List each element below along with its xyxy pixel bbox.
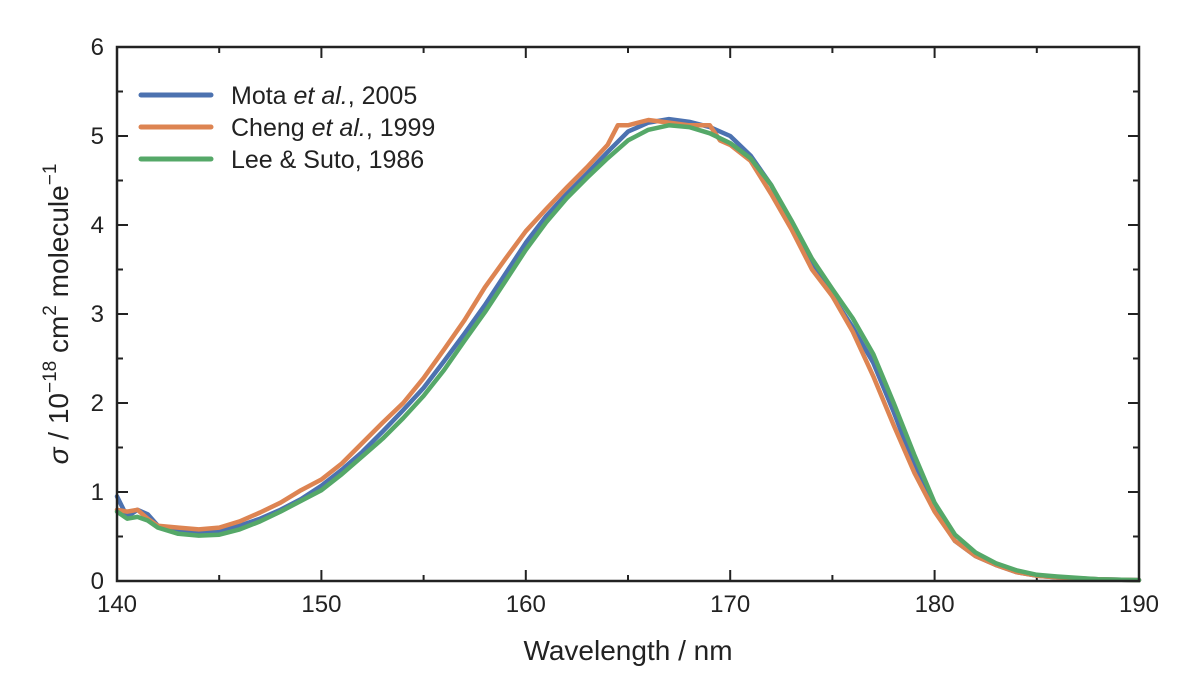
x-tick-label: 140 — [97, 591, 137, 618]
y-tick-label: 3 — [91, 301, 104, 328]
tick-labels: 140 150 160 170 180 190 0 1 2 3 4 5 6 — [91, 34, 1159, 618]
y-axis-unit-mid: cm — [43, 316, 74, 361]
y-axis-exp-3: −1 — [40, 164, 61, 186]
legend: Mota et al., 2005 Cheng et al., 1999 Lee &… — [138, 82, 435, 174]
legend-label-0: Mota et al., 2005 — [231, 82, 417, 110]
series-lines — [114, 116, 1142, 583]
x-tick-label: 180 — [915, 591, 955, 618]
y-tick-label: 0 — [91, 568, 104, 595]
y-tick-label: 6 — [91, 34, 104, 61]
y-axis-title: σ / 10−18 cm2 molecule−1 — [40, 164, 74, 465]
y-tick-label: 1 — [91, 479, 104, 506]
y-axis-sigma: σ — [43, 446, 74, 464]
x-tick-label: 150 — [301, 591, 341, 618]
y-axis-exp-2: 2 — [40, 305, 61, 316]
plot-frame — [115, 45, 1141, 583]
series-line-0 — [114, 116, 1142, 583]
x-axis-title: Wavelength / nm — [523, 635, 732, 666]
x-tick-label: 160 — [506, 591, 546, 618]
legend-label-2: Lee & Suto, 1986 — [231, 146, 424, 174]
y-axis-unit-suffix: molecule — [43, 185, 74, 305]
x-tick-label: 190 — [1119, 591, 1159, 618]
y-tick-label: 5 — [91, 123, 104, 150]
legend-label-1: Cheng et al., 1999 — [231, 114, 435, 142]
y-axis-unit-prefix: / 10 — [43, 393, 74, 447]
x-tick-label: 170 — [710, 591, 750, 618]
y-axis-exp-1: −18 — [40, 361, 61, 393]
y-tick-label: 4 — [91, 212, 104, 239]
y-tick-label: 2 — [91, 390, 104, 417]
series-line-1 — [114, 117, 1142, 583]
series-line-2 — [114, 123, 1142, 583]
